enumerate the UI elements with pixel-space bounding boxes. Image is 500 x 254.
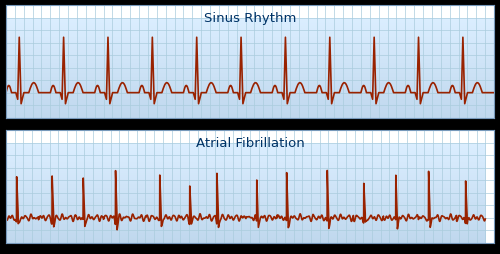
Text: Atrial Fibrillation: Atrial Fibrillation [196, 136, 304, 149]
Text: Sinus Rhythm: Sinus Rhythm [204, 12, 296, 25]
